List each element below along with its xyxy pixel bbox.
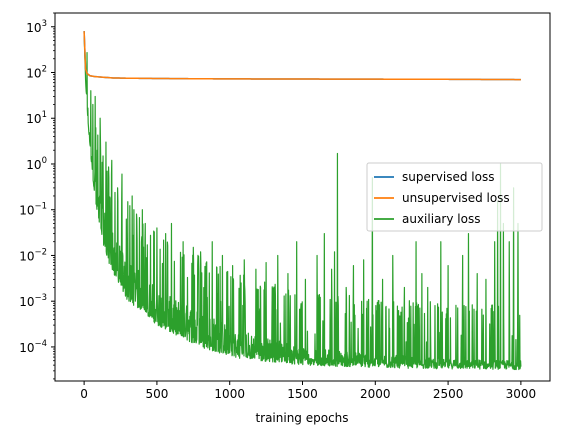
x-tick-label: 1000: [214, 387, 245, 401]
y-axis-ticks: 10−4 10−3 10−2 10−1 100 101 102 103: [19, 12, 55, 380]
x-tick-label: 3000: [506, 387, 537, 401]
series-line-supervised-loss: [83, 31, 521, 81]
x-tick-label: 2000: [360, 387, 391, 401]
x-tick-label: 2500: [433, 387, 464, 401]
legend-box: [366, 162, 543, 232]
y-tick-label: 102: [26, 65, 47, 81]
x-tick-label: 1500: [287, 387, 318, 401]
y-tick-label: 10−4: [19, 339, 47, 355]
series-line-unsupervised-loss: [83, 31, 521, 81]
x-tick-label: 500: [145, 387, 168, 401]
legend-label: unsupervised loss: [402, 191, 510, 205]
y-tick-label: 103: [26, 19, 47, 35]
x-tick-label: 0: [80, 387, 88, 401]
y-tick-label: 100: [26, 156, 47, 172]
y-tick-label: 10−2: [19, 247, 47, 263]
y-tick-label: 10−1: [19, 202, 47, 218]
legend-label: supervised loss: [402, 170, 494, 184]
y-tick-label: 10−3: [19, 293, 47, 309]
legend-label: auxiliary loss: [402, 212, 480, 226]
series-layer: [83, 31, 522, 371]
y-tick-label: 101: [26, 110, 47, 126]
series-line-auxiliary-loss: [83, 31, 522, 371]
x-axis-label: training epochs: [255, 411, 348, 425]
x-axis-ticks: 0 500 1000 1500 2000 2500 3000: [80, 381, 536, 401]
legend: supervised loss unsupervised loss auxiliar…: [366, 162, 543, 232]
